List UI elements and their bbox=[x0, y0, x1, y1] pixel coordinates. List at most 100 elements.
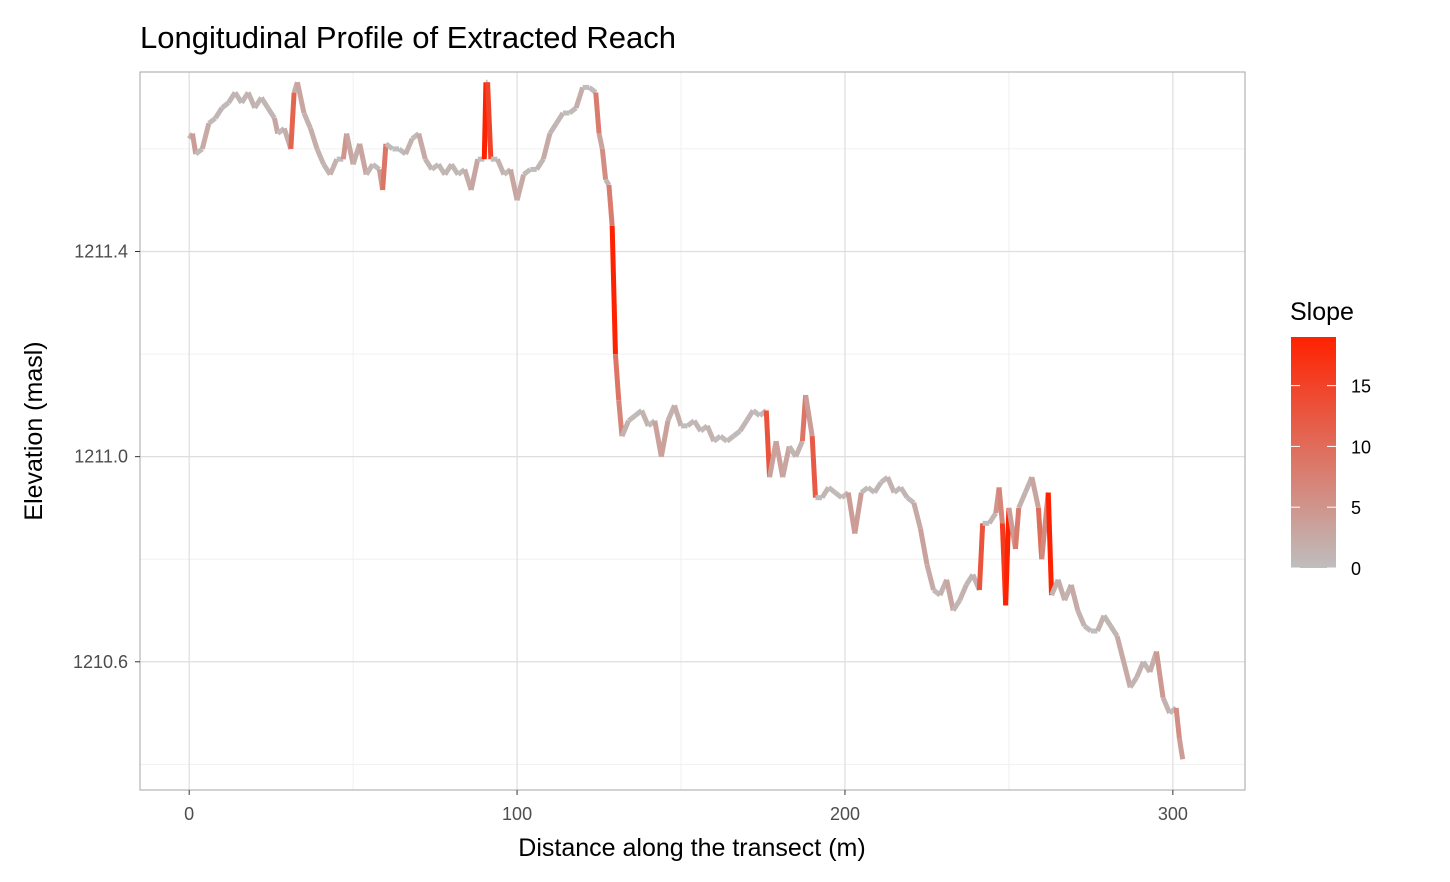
profile-segment bbox=[357, 143, 369, 176]
profile-segment bbox=[612, 353, 622, 401]
profile-segment bbox=[547, 121, 559, 135]
profile-segment bbox=[616, 400, 625, 437]
y-tick-label: 1211.4 bbox=[74, 242, 128, 262]
profile-segment bbox=[803, 394, 815, 437]
x-tick-label: 100 bbox=[502, 804, 532, 824]
profile-segment bbox=[596, 133, 605, 150]
profile-segment bbox=[996, 487, 1005, 524]
legend-tick-label: 5 bbox=[1351, 498, 1361, 518]
legend-tick-label: 10 bbox=[1351, 437, 1371, 457]
profile-segment bbox=[294, 81, 307, 114]
profile-segment bbox=[1003, 507, 1012, 606]
profile-segment bbox=[567, 105, 578, 115]
chart-title: Longitudinal Profile of Extracted Reach bbox=[140, 20, 676, 55]
y-axis-title: Elevation (masl) bbox=[20, 341, 48, 520]
profile-segment bbox=[1016, 491, 1028, 509]
profile-segment bbox=[540, 132, 553, 160]
profile-segment bbox=[1068, 584, 1081, 612]
profile-segment bbox=[514, 173, 527, 201]
profile-segment bbox=[809, 435, 818, 498]
profile-segment bbox=[1176, 738, 1186, 760]
profile-segment bbox=[327, 158, 340, 176]
profile-segment bbox=[301, 112, 313, 130]
profile-segment bbox=[314, 147, 326, 166]
plot-panel-border bbox=[139, 71, 1246, 791]
profile-segment bbox=[384, 141, 395, 151]
profile-segment bbox=[199, 122, 212, 150]
profile-segment bbox=[833, 490, 844, 500]
profile-segment bbox=[371, 162, 381, 172]
profile-segment bbox=[485, 82, 494, 160]
profile-segment bbox=[1045, 492, 1055, 596]
profile-segment bbox=[288, 92, 297, 150]
profile-segment bbox=[1121, 661, 1133, 689]
profile-segment bbox=[725, 434, 736, 444]
profile-segment bbox=[534, 157, 546, 171]
y-tick-label: 1210.6 bbox=[73, 652, 128, 672]
profile-segment bbox=[976, 523, 986, 591]
profile-line bbox=[187, 79, 1186, 760]
profile-segment bbox=[468, 158, 481, 191]
x-tick-label: 300 bbox=[1158, 804, 1188, 824]
profile-segment bbox=[1101, 614, 1113, 628]
profile-segment bbox=[793, 440, 805, 458]
profile-segment bbox=[911, 502, 923, 530]
legend-tick-label: 15 bbox=[1351, 377, 1371, 397]
profile-segment bbox=[603, 178, 611, 187]
profile-segment bbox=[898, 486, 910, 500]
profile-segment bbox=[852, 492, 864, 534]
profile-segment bbox=[872, 480, 884, 494]
profile-segment bbox=[593, 92, 602, 134]
profile-segment bbox=[194, 146, 204, 157]
profile-segment bbox=[905, 495, 916, 505]
profile-segment bbox=[987, 511, 998, 525]
profile-segment bbox=[1012, 507, 1022, 550]
slope-colorbar bbox=[1291, 337, 1336, 568]
profile-segment bbox=[344, 133, 356, 165]
profile-segment bbox=[189, 133, 199, 155]
profile-segment bbox=[672, 404, 684, 427]
profile-segment bbox=[609, 225, 618, 355]
profile-segment bbox=[1128, 675, 1139, 689]
profile-segment bbox=[627, 413, 637, 423]
profile-segment bbox=[380, 143, 389, 191]
y-axis-ticks: 1210.6 1211.0 1211.4 bbox=[73, 242, 140, 672]
profile-segment bbox=[731, 429, 742, 439]
profile-segment bbox=[1029, 476, 1041, 509]
profile-segment bbox=[403, 137, 415, 156]
profile-segment bbox=[259, 96, 270, 110]
profile-segment bbox=[1153, 651, 1166, 699]
y-tick-label: 1211.0 bbox=[74, 447, 128, 467]
profile-segment bbox=[658, 420, 671, 458]
profile-segment bbox=[885, 476, 897, 494]
profile-segment bbox=[599, 148, 609, 180]
profile-segment bbox=[712, 434, 722, 444]
profile-segment bbox=[1114, 635, 1127, 663]
profile-segment bbox=[265, 106, 277, 120]
profile-segment bbox=[1173, 707, 1182, 739]
profile-segment bbox=[718, 434, 729, 444]
profile-segment bbox=[495, 158, 507, 176]
legend-tick-label: 0 bbox=[1351, 559, 1361, 579]
x-axis-ticks: 0 100 200 300 bbox=[184, 790, 1188, 824]
legend-title: Slope bbox=[1290, 298, 1354, 326]
grid-layer bbox=[140, 72, 1245, 790]
profile-segment bbox=[924, 563, 936, 591]
profile-segment bbox=[951, 598, 962, 612]
profile-segment bbox=[522, 167, 532, 177]
x-axis-title: Distance along the transect (m) bbox=[518, 834, 865, 862]
profile-segment bbox=[763, 410, 773, 478]
profile-segment bbox=[1108, 624, 1120, 638]
profile-segment bbox=[619, 419, 631, 438]
profile-segment bbox=[917, 527, 930, 565]
profile-segment bbox=[213, 106, 225, 120]
profile-segment bbox=[587, 85, 598, 95]
profile-segment bbox=[944, 579, 956, 612]
profile-segment bbox=[704, 424, 717, 443]
profile-segment bbox=[827, 485, 837, 495]
legend-ticks: 0 5 10 15 bbox=[1291, 377, 1371, 579]
profile-segment bbox=[207, 116, 217, 126]
legend: Slope 0 5 10 15 bbox=[1290, 298, 1371, 579]
profile-segment bbox=[639, 409, 651, 427]
